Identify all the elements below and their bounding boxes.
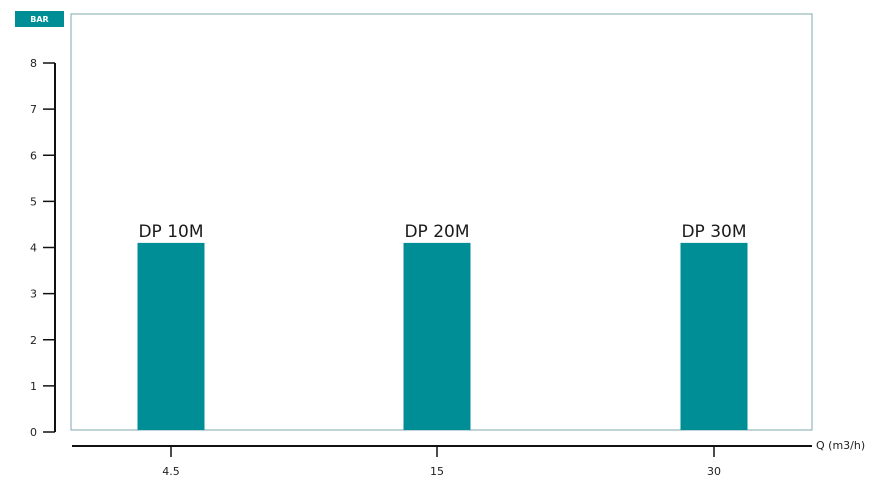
y-tick-label: 0 <box>30 426 37 439</box>
bars: DP 10M DP 20M DP 30M <box>137 222 748 430</box>
y-ticks: 0 1 2 3 4 5 6 7 8 <box>30 57 55 439</box>
y-tick-label: 4 <box>30 242 37 255</box>
bar <box>403 242 471 430</box>
y-tick-label: 6 <box>30 149 37 162</box>
y-tick-label: 3 <box>30 288 37 301</box>
y-tick-label: 5 <box>30 195 37 208</box>
bar-label: DP 20M <box>404 222 469 242</box>
x-axis-title: Q (m3/h) <box>816 439 865 452</box>
x-tick-label: 15 <box>430 465 444 478</box>
x-tick-label: 30 <box>707 465 721 478</box>
y-tick-label: 8 <box>30 57 37 70</box>
bar-label: DP 10M <box>138 222 203 242</box>
y-tick-label: 1 <box>30 380 37 393</box>
x-ticks: 4.5 15 30 <box>162 446 721 478</box>
bar <box>137 242 205 430</box>
bar <box>680 242 748 430</box>
x-tick-label: 4.5 <box>162 465 180 478</box>
y-tick-label: 7 <box>30 103 37 116</box>
y-tick-label: 2 <box>30 334 37 347</box>
unit-badge <box>15 11 64 27</box>
unit-badge-label: BAR <box>30 15 48 24</box>
bar-label: DP 30M <box>681 222 746 242</box>
